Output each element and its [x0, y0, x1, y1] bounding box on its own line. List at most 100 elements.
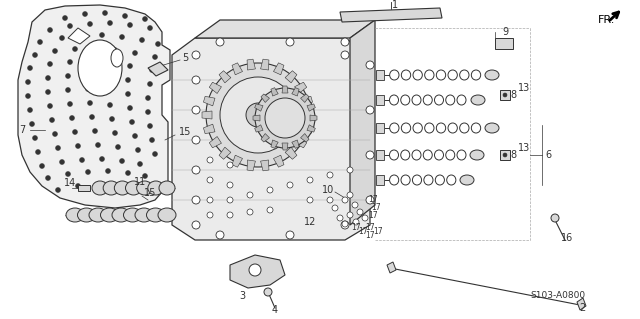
- Circle shape: [86, 169, 90, 174]
- Circle shape: [47, 27, 52, 33]
- Polygon shape: [255, 104, 263, 111]
- Text: 1: 1: [392, 0, 398, 10]
- Circle shape: [341, 221, 349, 229]
- Text: 16: 16: [561, 233, 573, 243]
- Text: 12: 12: [304, 217, 316, 227]
- Circle shape: [108, 102, 113, 108]
- Circle shape: [207, 157, 213, 163]
- Circle shape: [67, 60, 72, 64]
- Polygon shape: [247, 59, 255, 70]
- Bar: [376, 150, 384, 160]
- Circle shape: [67, 24, 72, 28]
- Text: 17: 17: [365, 231, 375, 240]
- Circle shape: [132, 50, 138, 56]
- Circle shape: [132, 187, 138, 191]
- Circle shape: [246, 103, 270, 127]
- Ellipse shape: [485, 70, 499, 80]
- Polygon shape: [204, 124, 215, 134]
- Circle shape: [307, 197, 313, 203]
- Polygon shape: [261, 134, 269, 142]
- Circle shape: [72, 47, 77, 51]
- Circle shape: [207, 212, 213, 218]
- Circle shape: [366, 151, 374, 159]
- Polygon shape: [301, 124, 312, 134]
- Circle shape: [56, 145, 61, 151]
- Circle shape: [132, 133, 138, 138]
- Polygon shape: [387, 262, 396, 273]
- Circle shape: [45, 76, 51, 80]
- Ellipse shape: [125, 181, 141, 195]
- Circle shape: [38, 40, 42, 44]
- Circle shape: [108, 61, 113, 65]
- Ellipse shape: [471, 95, 485, 105]
- Ellipse shape: [66, 208, 84, 222]
- Polygon shape: [273, 155, 284, 167]
- Polygon shape: [195, 20, 375, 38]
- Circle shape: [156, 41, 161, 47]
- Polygon shape: [68, 28, 90, 44]
- Polygon shape: [202, 111, 212, 119]
- Circle shape: [307, 177, 313, 183]
- Text: FR.: FR.: [598, 15, 616, 25]
- Polygon shape: [172, 38, 370, 240]
- Ellipse shape: [137, 181, 153, 195]
- Ellipse shape: [92, 181, 108, 195]
- Circle shape: [216, 38, 224, 46]
- Circle shape: [265, 98, 305, 138]
- Circle shape: [207, 197, 213, 203]
- Text: 2: 2: [579, 303, 585, 313]
- Circle shape: [207, 177, 213, 183]
- Circle shape: [551, 214, 559, 222]
- Circle shape: [93, 46, 97, 50]
- Text: 17: 17: [368, 211, 378, 220]
- Circle shape: [152, 55, 157, 60]
- Text: 15: 15: [144, 188, 156, 198]
- Text: 11: 11: [134, 177, 146, 187]
- Text: 10: 10: [322, 185, 334, 195]
- Circle shape: [120, 34, 125, 40]
- Polygon shape: [232, 63, 243, 75]
- Circle shape: [337, 215, 343, 221]
- Ellipse shape: [89, 208, 107, 222]
- Circle shape: [45, 175, 51, 181]
- Circle shape: [192, 51, 200, 59]
- Polygon shape: [230, 255, 285, 288]
- Circle shape: [99, 33, 104, 38]
- Circle shape: [503, 153, 507, 157]
- Circle shape: [216, 231, 224, 239]
- Circle shape: [93, 129, 97, 133]
- Text: 5: 5: [182, 53, 188, 63]
- Circle shape: [70, 115, 74, 121]
- Circle shape: [86, 86, 90, 92]
- Polygon shape: [204, 96, 215, 106]
- Circle shape: [286, 38, 294, 46]
- Circle shape: [255, 88, 315, 148]
- Circle shape: [341, 51, 349, 59]
- Circle shape: [147, 26, 152, 31]
- Circle shape: [347, 192, 353, 198]
- Circle shape: [99, 157, 104, 161]
- Circle shape: [220, 77, 296, 153]
- Circle shape: [52, 131, 58, 137]
- Circle shape: [60, 35, 65, 41]
- Circle shape: [65, 87, 70, 93]
- Circle shape: [267, 187, 273, 193]
- Text: 8: 8: [510, 150, 516, 160]
- Ellipse shape: [124, 208, 141, 222]
- Circle shape: [47, 62, 52, 66]
- Text: 3: 3: [239, 291, 245, 301]
- Circle shape: [63, 16, 67, 20]
- Circle shape: [95, 182, 100, 188]
- Circle shape: [106, 75, 111, 79]
- Circle shape: [86, 72, 90, 78]
- Polygon shape: [292, 140, 299, 148]
- Bar: [500, 90, 510, 100]
- Ellipse shape: [135, 208, 153, 222]
- Circle shape: [76, 144, 81, 149]
- Circle shape: [362, 215, 368, 221]
- Circle shape: [56, 188, 61, 192]
- Circle shape: [26, 79, 31, 85]
- Polygon shape: [271, 88, 278, 96]
- Polygon shape: [301, 134, 309, 142]
- Circle shape: [65, 172, 70, 176]
